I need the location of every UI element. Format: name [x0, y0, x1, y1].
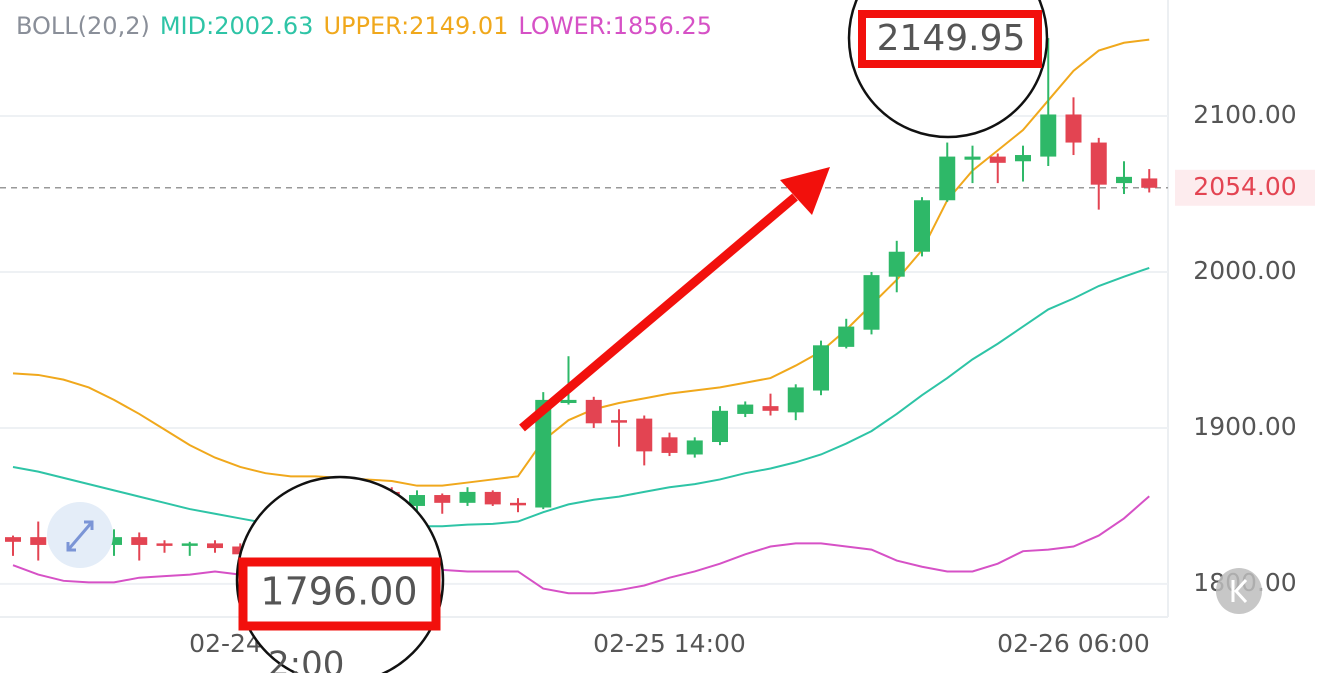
- candle-body: [787, 387, 804, 413]
- icon-arrows: [66, 520, 94, 552]
- candle-body: [1141, 178, 1158, 188]
- candle-body: [535, 399, 552, 508]
- low-box: [238, 557, 441, 631]
- candle-body: [459, 491, 476, 503]
- high-label: 2149.95: [877, 18, 1026, 59]
- y-tick-label: 1900.00: [1193, 412, 1296, 441]
- candle-body: [712, 410, 728, 443]
- trend-arrow-head: [780, 167, 830, 215]
- candle-body: [1065, 114, 1082, 143]
- candle-body: [1040, 114, 1057, 157]
- candle-body: [737, 404, 754, 414]
- low-label: 1796.00: [260, 570, 417, 614]
- indicator-label: BOLL(20,2): [16, 12, 150, 40]
- candle-body: [585, 399, 602, 424]
- indicator-label: UPPER:2149.01: [323, 12, 508, 40]
- kline-button[interactable]: [1216, 568, 1262, 614]
- candle-body: [838, 326, 855, 347]
- candle-body: [181, 543, 198, 546]
- last-price-label: 2054.00: [1193, 172, 1296, 201]
- candle-body: [409, 495, 425, 506]
- band-line: [12, 38, 1150, 487]
- candle-body: [939, 156, 956, 201]
- candle-body: [560, 399, 577, 404]
- candle-body: [762, 406, 779, 411]
- candle-body: [964, 156, 981, 160]
- expand-icon[interactable]: [47, 502, 113, 568]
- candle-body: [686, 440, 703, 455]
- candle-body: [30, 537, 47, 545]
- y-tick-label: 2000.00: [1193, 256, 1296, 285]
- candle-body: [813, 345, 829, 391]
- indicator-label: LOWER:1856.25: [518, 12, 712, 40]
- candle-body: [636, 418, 653, 452]
- candle-body: [611, 420, 627, 423]
- candle-body: [863, 275, 880, 330]
- candle-body: [1090, 142, 1107, 185]
- candle-body: [510, 502, 526, 506]
- candle-body: [5, 537, 21, 542]
- button-bg[interactable]: [1216, 568, 1262, 614]
- candle-body: [661, 437, 678, 453]
- candle-body: [989, 156, 1006, 163]
- x-tick-label: 02-26 06:00: [997, 629, 1150, 658]
- indicator-header: BOLL(20,2) MID:2002.63 UPPER:2149.01 LOWER:…: [16, 12, 712, 40]
- trend-arrow: [519, 193, 798, 432]
- candle-body: [914, 200, 930, 252]
- candle-body: [131, 537, 148, 545]
- x-tick-label: 02-25 14:00: [593, 629, 746, 658]
- annotation-layer: 2:00 1796.00 2149.95: [47, 0, 1262, 673]
- candle-body: [156, 543, 173, 546]
- candle-body: [1015, 155, 1031, 162]
- candle-body: [888, 251, 905, 277]
- candle-body: [434, 495, 451, 503]
- candle-body: [106, 537, 122, 545]
- high-box: [858, 10, 1042, 68]
- candle-body: [1116, 176, 1132, 184]
- indicator-label: MID:2002.63: [160, 12, 314, 40]
- zoom-fragment: 2:00: [268, 645, 344, 673]
- candle-body: [207, 543, 223, 549]
- candle-body: [484, 491, 501, 505]
- band-line: [12, 495, 1150, 595]
- last-price-bg: [1175, 169, 1315, 206]
- button-glyph: [1231, 578, 1248, 604]
- band-line: [12, 266, 1150, 528]
- y-tick-label: 2100.00: [1193, 100, 1296, 129]
